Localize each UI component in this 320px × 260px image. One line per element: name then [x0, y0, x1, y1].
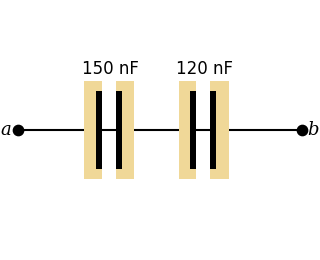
Bar: [179, 81, 196, 179]
Point: [300, 128, 305, 132]
Text: a: a: [0, 121, 11, 139]
Bar: [116, 91, 122, 169]
Bar: [84, 81, 102, 179]
Bar: [210, 91, 216, 169]
Text: 120 nF: 120 nF: [176, 60, 233, 78]
Bar: [190, 91, 196, 169]
Text: 150 nF: 150 nF: [82, 60, 139, 78]
Text: b: b: [307, 121, 319, 139]
Bar: [96, 91, 102, 169]
Bar: [210, 81, 229, 179]
Bar: [116, 81, 134, 179]
Point: [15, 128, 20, 132]
